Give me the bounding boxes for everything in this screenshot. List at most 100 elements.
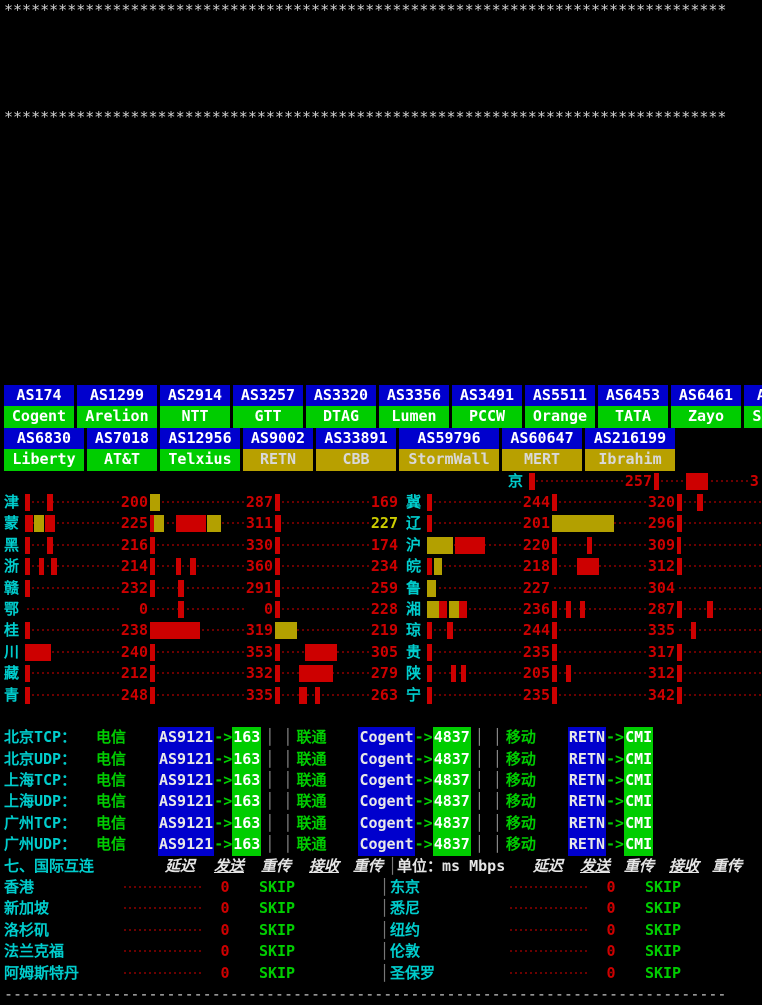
- route-as-unicom[interactable]: Cogent: [358, 748, 415, 771]
- latency-bar: [439, 600, 447, 618]
- route-as-mobile[interactable]: RETN: [567, 727, 607, 749]
- province-label: 青: [4, 685, 20, 704]
- intl-city: 洛杉矶: [4, 920, 50, 939]
- route-divider: │ │: [265, 771, 293, 790]
- route-as-mobile[interactable]: RETN: [567, 748, 607, 771]
- baseline-dots: [429, 565, 521, 568]
- latency-sparkline: [677, 620, 762, 641]
- latency-bar: [275, 643, 280, 661]
- latency-cell: 267: [677, 685, 762, 706]
- latency-sparkline: [275, 620, 400, 641]
- latency-bar: [150, 665, 155, 683]
- latency-value: 320: [647, 492, 675, 511]
- latency-value: 309: [647, 535, 675, 554]
- baseline-dots: [554, 565, 646, 568]
- route-row: 广州TCP： 电信 AS9121 -> 163 │ │ 联通 Cogent -> 4837 │ │ 移…: [4, 812, 758, 835]
- intl-row: 纽约 0 SKIP: [390, 920, 762, 941]
- route-row: 上海TCP： 电信 AS9121 -> 163 │ │ 联通 Cogent -> 4837 │ │ 移…: [4, 770, 758, 792]
- baseline-dots: [554, 543, 646, 546]
- route-as-mobile[interactable]: RETN: [567, 812, 607, 835]
- section-latency-heading: 四、三网TCP大包延迟（依次为电信|联通|移动 Step=80ms） 京2573…: [4, 471, 758, 492]
- latency-cell: 263: [275, 685, 400, 706]
- route-as-unicom[interactable]: Cogent: [358, 791, 415, 813]
- route-as-telecom[interactable]: AS9121: [158, 727, 215, 749]
- route-dest-telecom: 163: [232, 748, 262, 771]
- latency-bar: [566, 600, 571, 618]
- latency-value: 235: [522, 642, 550, 661]
- route-as-telecom[interactable]: AS9121: [158, 770, 215, 792]
- latency-cell: 214: [25, 556, 150, 577]
- latency-bar: [47, 536, 53, 554]
- latency-sparkline: [552, 620, 677, 641]
- route-isp-unicom: 联通: [296, 792, 327, 811]
- intl-send-status: SKIP: [258, 963, 296, 982]
- intl-dots: [510, 941, 594, 962]
- route-arrow-icon: ->: [214, 771, 233, 790]
- route-as-unicom[interactable]: Cogent: [358, 812, 415, 835]
- as-name-arelion: Arelion: [77, 406, 157, 428]
- route-as-telecom[interactable]: AS9121: [158, 748, 215, 771]
- latency-sparkline: [677, 556, 762, 577]
- latency-value: 291: [245, 578, 273, 597]
- route-as-mobile[interactable]: RETN: [567, 770, 607, 792]
- route-as-unicom[interactable]: Cogent: [358, 770, 415, 792]
- route-as-unicom[interactable]: Cogent: [358, 727, 415, 749]
- latency-bar-warn: [154, 515, 164, 533]
- as-name-ntt: NTT: [160, 406, 230, 428]
- latency-row: 浙214360234皖218312282闽2373300: [4, 556, 762, 577]
- latency-bar: [552, 493, 557, 511]
- latency-cell: 238: [25, 620, 150, 641]
- latency-bar: [275, 686, 280, 704]
- intl-row: 新加坡 0 SKIP: [4, 898, 380, 919]
- route-as-telecom[interactable]: AS9121: [158, 834, 215, 856]
- route-arrow-icon: ->: [606, 813, 625, 832]
- latency-bar: [41, 643, 51, 661]
- intl-city: 悉尼: [390, 899, 421, 918]
- route-as-telecom[interactable]: AS9121: [158, 791, 215, 813]
- route-row: 上海UDP： 电信 AS9121 -> 163 │ │ 联通 Cogent -> 4837 │ │ 移…: [4, 791, 758, 813]
- latency-cell: 235: [427, 685, 552, 706]
- latency-sparkline: [150, 556, 275, 577]
- intl-city: 香港: [4, 878, 35, 897]
- route-as-unicom[interactable]: Cogent: [358, 834, 415, 856]
- baseline-dots: [679, 650, 762, 653]
- province-label: 宁: [406, 685, 422, 704]
- divider-bottom: ----------------------------------------…: [4, 985, 727, 1004]
- latency-cell: 248: [25, 685, 150, 706]
- intl-header-retrans1-r: 重传: [624, 856, 655, 875]
- route-as-mobile[interactable]: RETN: [567, 834, 607, 856]
- latency-value: 248: [120, 685, 148, 704]
- policy-row-cc: TCP拥塞控制算法：bbrTCP接收缓冲区（rmem）：4096 131072 …: [4, 299, 758, 320]
- latency-value: 232: [120, 578, 148, 597]
- route-as-mobile[interactable]: RETN: [567, 791, 607, 813]
- route-arrow-icon: ->: [214, 749, 233, 768]
- latency-sparkline: [150, 685, 275, 706]
- intl-header-retrans2-r: 重传: [712, 856, 743, 875]
- latency-cell: 360: [150, 556, 275, 577]
- intl-send-status: SKIP: [644, 920, 682, 939]
- route-label: 上海UDP：: [4, 792, 77, 811]
- route-arrow-icon: ->: [606, 771, 625, 790]
- bgp-row-neighbors: 活跃邻居：Prefix/24 80 / 256: [4, 235, 758, 256]
- baseline-dots: [679, 672, 762, 675]
- latency-cell: 169: [275, 492, 400, 513]
- latency-sparkline: [552, 685, 677, 706]
- latency-sparkline: [275, 535, 400, 556]
- intl-send-status: SKIP: [258, 878, 296, 897]
- latency-bar: [552, 536, 557, 554]
- as-number-AS60647: AS60647: [502, 427, 582, 450]
- latency-bar: [150, 686, 155, 704]
- latency-bar: [427, 622, 432, 640]
- latency-bar: [25, 622, 30, 640]
- baseline-dots: [554, 500, 646, 503]
- latency-bar: [275, 665, 280, 683]
- route-as-telecom[interactable]: AS9121: [158, 812, 215, 835]
- latency-cell: 282: [677, 556, 762, 577]
- intl-row: 阿姆斯特丹 0 SKIP: [4, 963, 380, 984]
- intl-send-status: SKIP: [258, 899, 296, 918]
- route-arrow-icon: ->: [214, 728, 233, 747]
- as-number-AS59796: AS59796: [399, 427, 499, 450]
- latency-cell: 216: [25, 535, 150, 556]
- route-arrow-icon: ->: [414, 835, 433, 854]
- latency-value: 287: [245, 492, 273, 511]
